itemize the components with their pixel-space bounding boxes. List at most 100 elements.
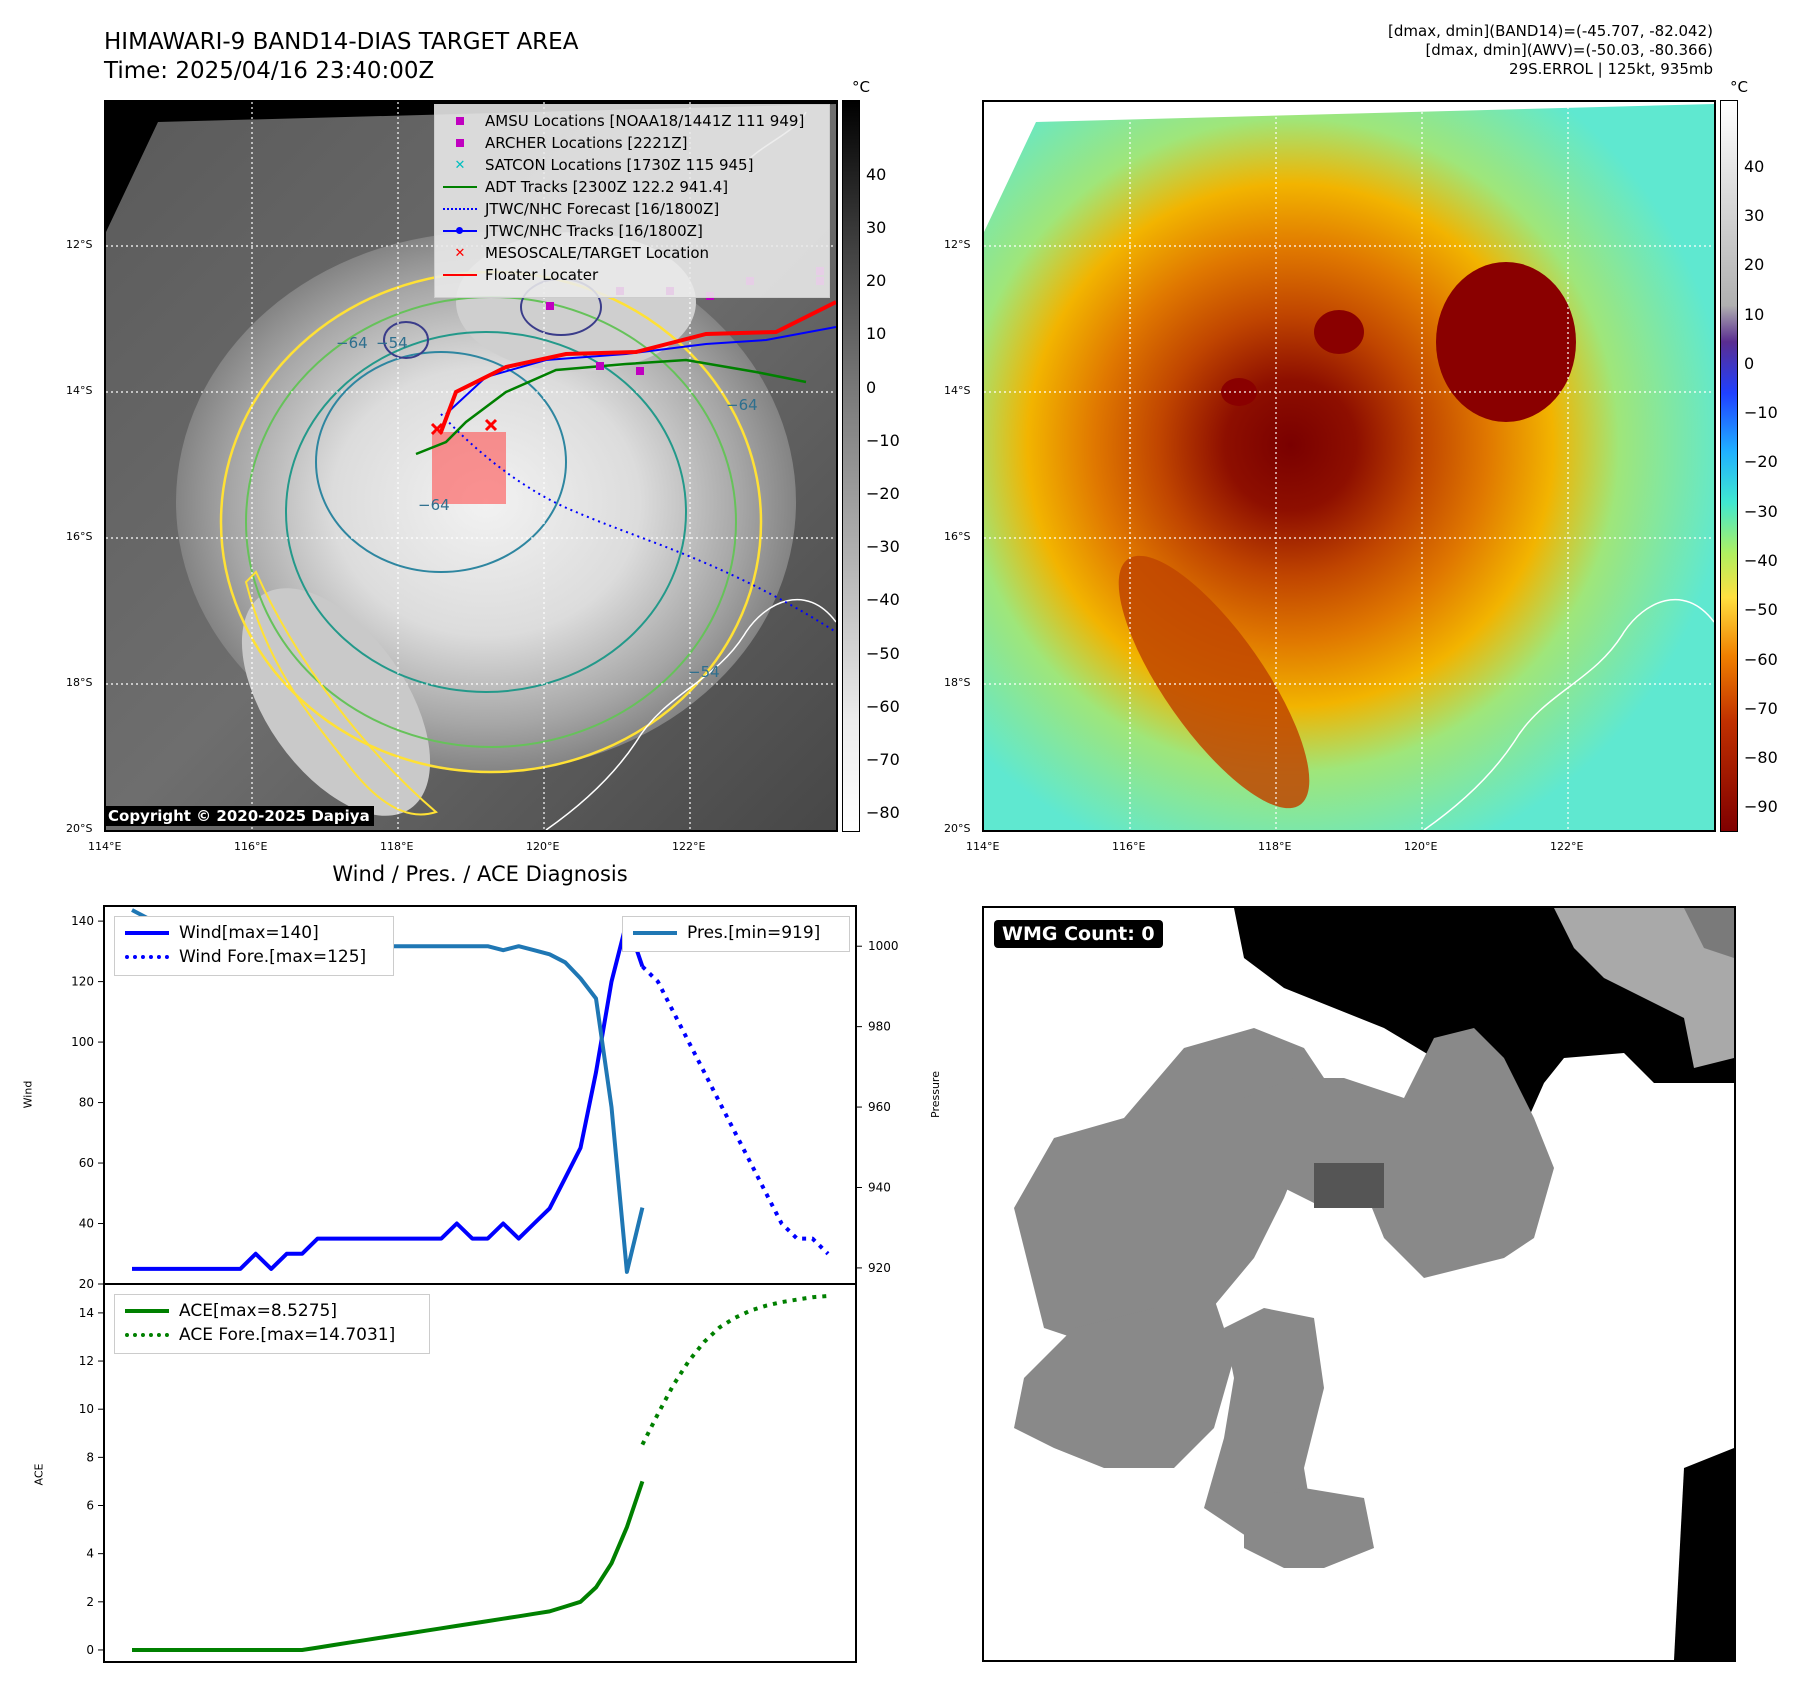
lon-label: 122°E <box>672 840 706 853</box>
wmg-cold-south-east <box>1674 1448 1734 1660</box>
pressure-axis-label: Pressure <box>928 1071 942 1118</box>
legend-wind-forecast: Wind Fore.[max=125] <box>123 947 366 967</box>
west-cell-contour <box>383 321 429 359</box>
y-tick-label: 40 <box>79 1217 94 1231</box>
contour-label: −54 <box>376 334 408 352</box>
y2-tick-label: 1000 <box>868 939 899 953</box>
lon-label: 114°E <box>966 840 1000 853</box>
colorbar-tick-label: −40 <box>1744 550 1778 570</box>
lat-label: 12°S <box>66 238 93 251</box>
cloud-band <box>241 588 431 816</box>
colorbar-unit: °C <box>852 78 870 96</box>
wmg-eye-cell <box>1314 1163 1384 1208</box>
lon-label: 120°E <box>1404 840 1438 853</box>
lon-label: 114°E <box>88 840 122 853</box>
y-tick-label: 120 <box>71 975 94 989</box>
series-line <box>132 919 645 1271</box>
diagnosis-chart: 20 40 60 80 100 120 140 920 940 960 980 1000 0 2 4 6 8 10… <box>71 905 899 1663</box>
contour-mid <box>285 331 687 693</box>
solid-line-icon <box>443 274 477 276</box>
wmg-canvas <box>1014 908 1734 1660</box>
y-tick-label: 12 <box>79 1354 94 1368</box>
colorbar-tick-label: −80 <box>866 803 900 823</box>
legend-wind: Wind[max=140] <box>123 923 319 943</box>
colorbar-tick-label: 10 <box>866 324 887 344</box>
y-tick-label: 8 <box>86 1450 94 1464</box>
colorbar-tick-label: −50 <box>866 643 900 663</box>
ace-axis-label: ACE <box>32 1463 46 1486</box>
y-tick-label: 100 <box>71 1035 94 1049</box>
awv-coastline <box>1423 598 1714 830</box>
y2-tick-label: 940 <box>868 1180 891 1194</box>
contour-inner <box>315 351 567 573</box>
lat-label: 12°S <box>944 238 971 251</box>
copyright-notice: Copyright © 2020-2025 Dapiya <box>104 806 374 826</box>
x-marker-icon: ✕ <box>454 157 466 173</box>
contour-label: −54 <box>688 663 720 681</box>
lon-label: 116°E <box>234 840 268 853</box>
y2-tick-label: 960 <box>868 1100 891 1114</box>
awv-cell-1 <box>1436 262 1576 422</box>
legend-item-satcon: ✕ SATCON Locations [1730Z 115 945] <box>443 155 754 175</box>
colorbar-tick-label: −10 <box>866 430 900 450</box>
awv-gridlines <box>984 102 1714 830</box>
colorbar-tick-label: 0 <box>1744 353 1755 373</box>
colorbar-tick-label: −70 <box>1744 698 1778 718</box>
cloud-band-contour <box>244 570 438 816</box>
colorbar-tick-label: −90 <box>1744 797 1778 817</box>
colorbar-tick-label: −10 <box>1744 403 1778 423</box>
y-tick-label: 80 <box>79 1096 94 1110</box>
target-markers <box>430 418 498 436</box>
ace-legend: ACE[max=8.5275] ACE Fore.[max=14.7031] <box>114 1294 430 1354</box>
y-tick-label: 10 <box>79 1402 94 1416</box>
pressure-legend: Pres.[min=919] <box>622 916 850 952</box>
solid-line-icon <box>125 931 169 935</box>
info-line-2: [dmax, dmin](AWV)=(-50.03, -80.366) <box>1425 41 1713 59</box>
y-tick-label: 60 <box>79 1156 94 1170</box>
forecast-track-line <box>440 413 836 633</box>
colorbar-tick-label: 20 <box>866 271 887 291</box>
wmg-dark-gray-corner <box>1684 908 1734 958</box>
series-line <box>132 1480 645 1652</box>
y-tick-label: 2 <box>86 1595 94 1609</box>
lat-label: 20°S <box>66 822 93 835</box>
wmg-gray-region <box>1554 908 1734 1068</box>
y-tick-label: 14 <box>79 1306 94 1320</box>
title-line-2: Time: 2025/04/16 23:40:00Z <box>104 58 435 84</box>
wmg-cloud-south-3 <box>1244 1488 1374 1568</box>
lat-label: 14°S <box>66 384 93 397</box>
grayscale-colorbar <box>842 100 860 832</box>
colorbar-tick-label: −20 <box>1744 452 1778 472</box>
lat-label: 16°S <box>944 530 971 543</box>
lon-label: 118°E <box>1258 840 1292 853</box>
wmg-cloud-south-1 <box>1014 1298 1234 1468</box>
colorbar-tick-label: −80 <box>1744 748 1778 768</box>
awv-swath <box>984 104 1714 830</box>
y-tick-label: 6 <box>86 1499 94 1513</box>
colorbar-tick-label: −30 <box>1744 501 1778 521</box>
dotted-line-icon <box>443 208 477 210</box>
x-marker-icon: ✕ <box>454 245 466 261</box>
lon-label: 120°E <box>526 840 560 853</box>
y-tick-label: 0 <box>86 1643 94 1657</box>
legend-ace-forecast: ACE Fore.[max=14.7031] <box>123 1325 395 1345</box>
lat-label: 14°S <box>944 384 971 397</box>
wmg-panel <box>982 906 1736 1662</box>
wind-legend: Wind[max=140] Wind Fore.[max=125] <box>114 916 394 976</box>
storm-info: [dmax, dmin](BAND14)=(-45.707, -82.042) … <box>1388 22 1713 79</box>
lon-label: 118°E <box>380 840 414 853</box>
dotted-line-icon <box>125 955 169 959</box>
legend-item-adt: ADT Tracks [2300Z 122.2 941.4] <box>443 177 728 197</box>
colorbar-tick-label: 40 <box>1744 156 1765 176</box>
colorbar-tick-label: 30 <box>866 217 887 237</box>
colorbar-tick-label: −50 <box>1744 600 1778 620</box>
info-line-1: [dmax, dmin](BAND14)=(-45.707, -82.042) <box>1388 22 1713 40</box>
legend-item-mesoscale: ✕ MESOSCALE/TARGET Location <box>443 243 710 263</box>
square-marker-icon <box>456 139 464 147</box>
colorbar-tick-label: 10 <box>1744 304 1765 324</box>
y2-tick-label: 980 <box>868 1020 891 1034</box>
dotted-line-icon <box>125 1333 169 1337</box>
legend-item-tracks: JTWC/NHC Tracks [16/1800Z] <box>443 221 703 241</box>
legend-pressure: Pres.[min=919] <box>631 923 820 943</box>
colorbar-unit: °C <box>1730 78 1748 96</box>
